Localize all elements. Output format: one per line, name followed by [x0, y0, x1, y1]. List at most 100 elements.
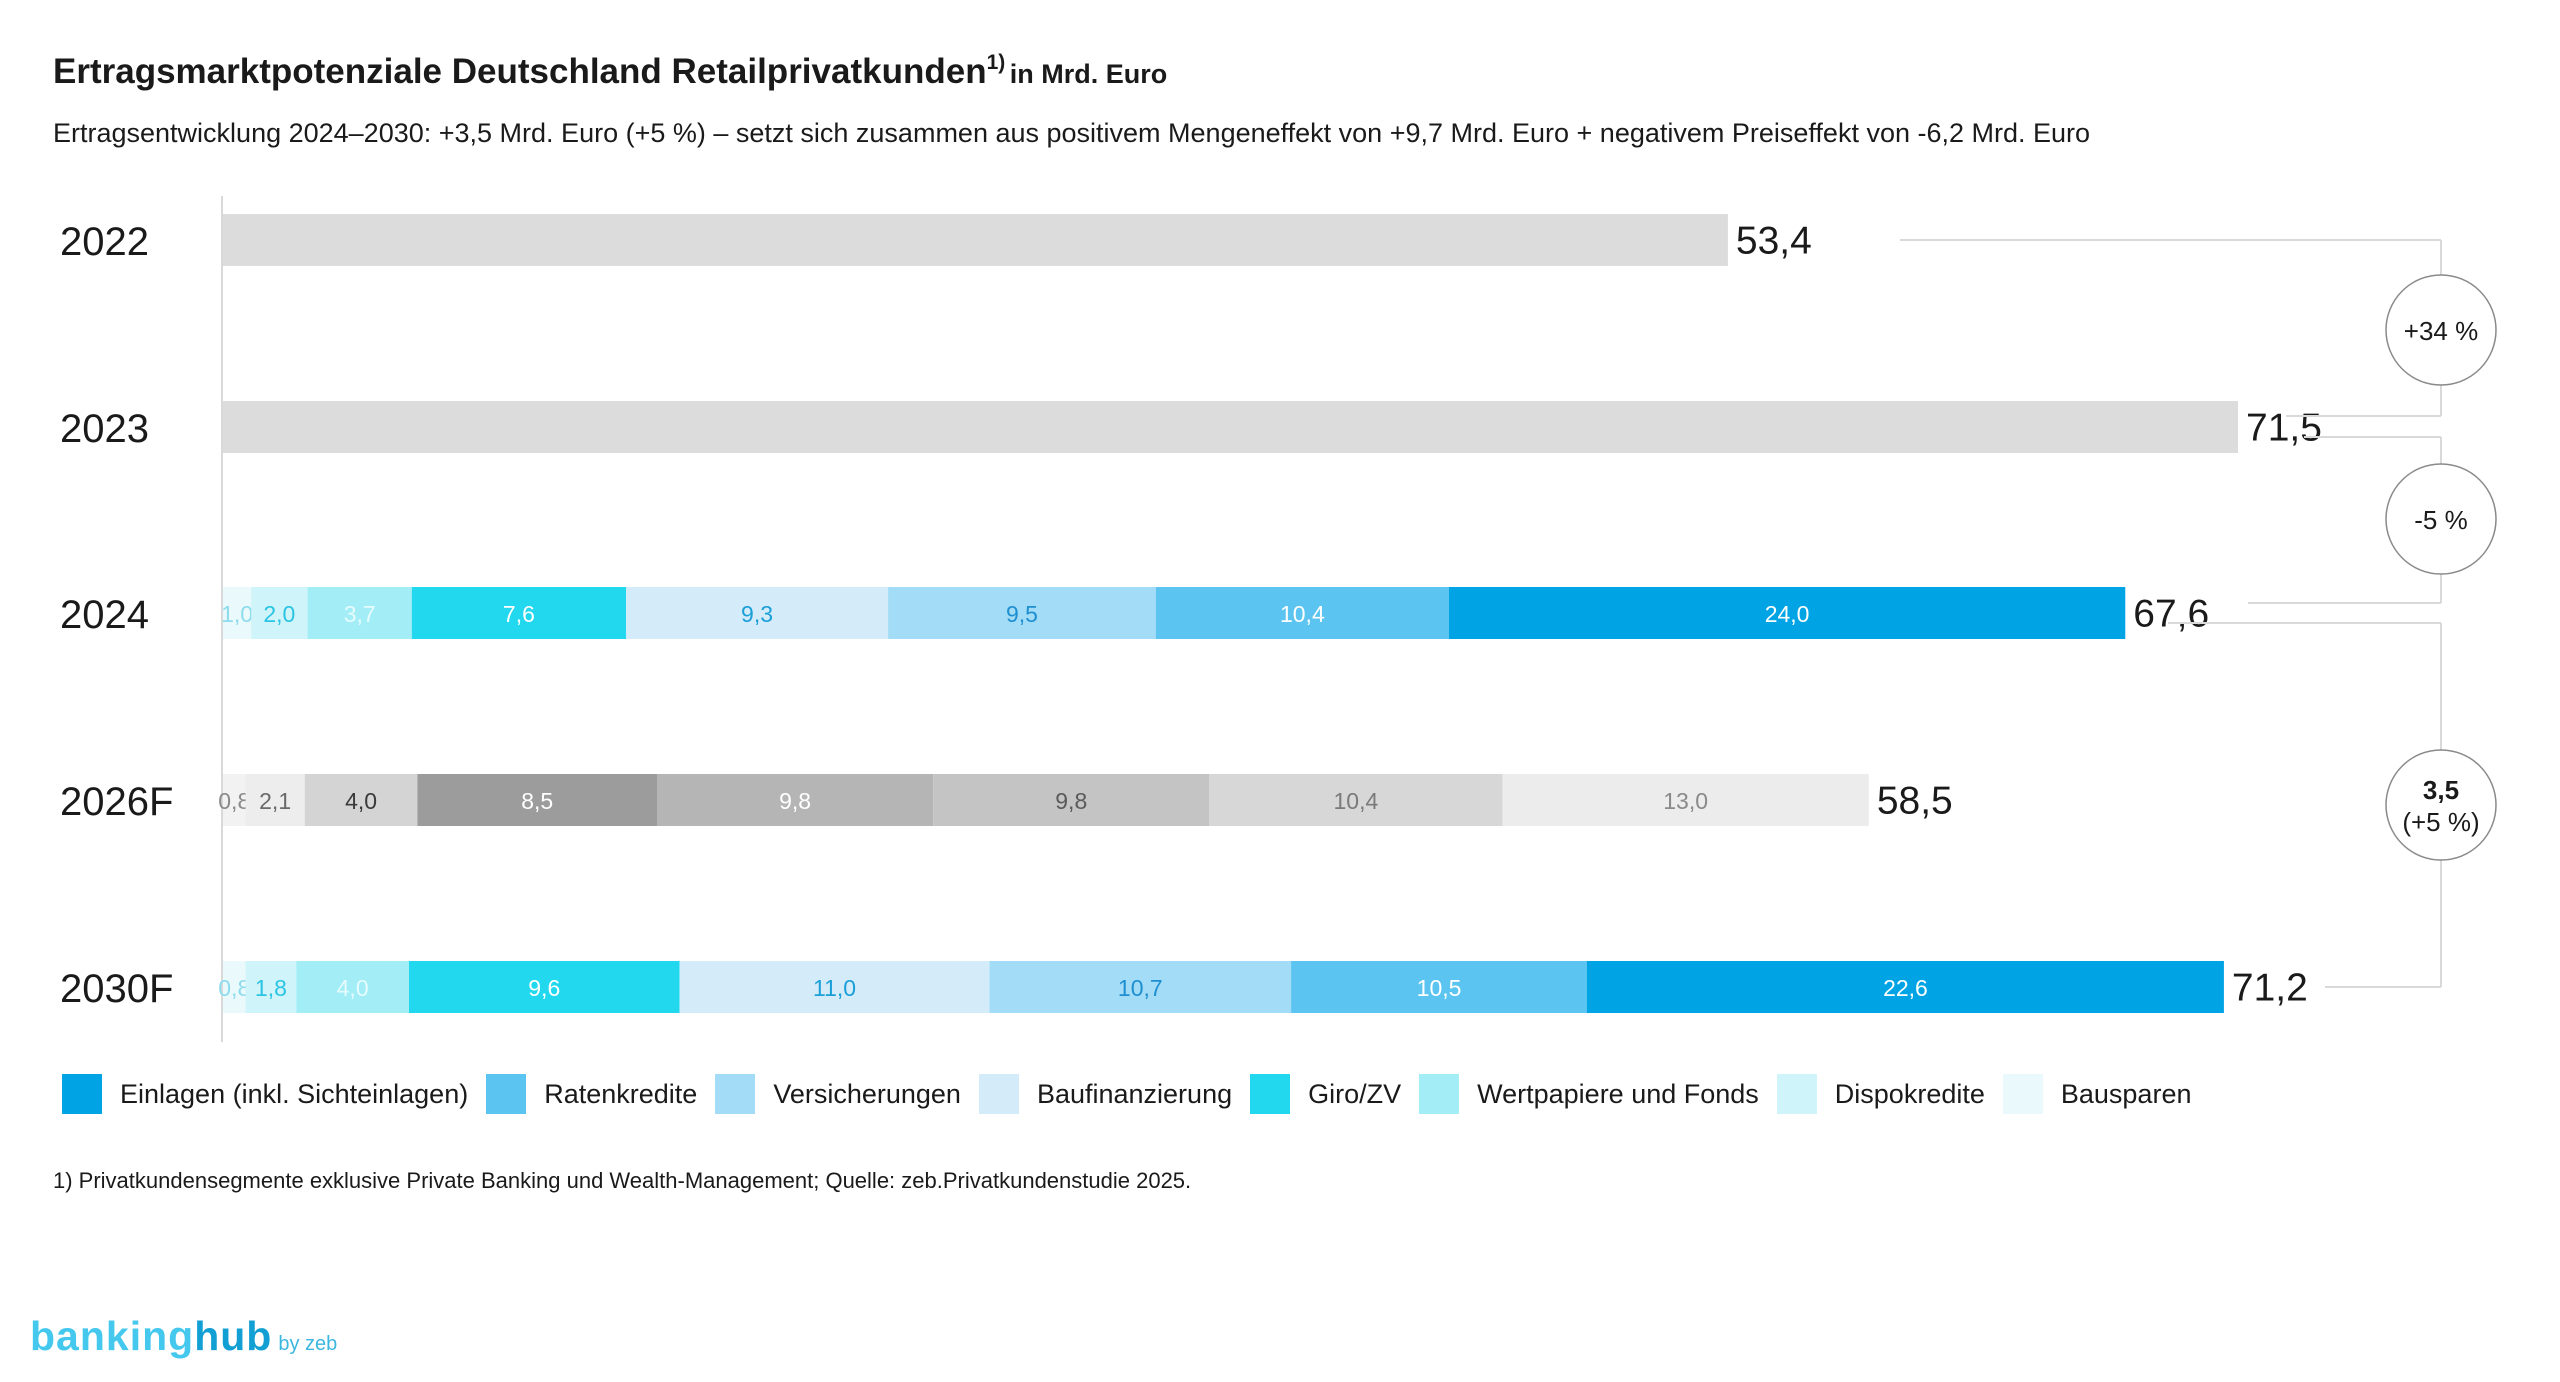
logo-hub: hub — [194, 1313, 273, 1359]
segment-label-2026f-5: 9,8 — [1055, 788, 1087, 814]
segment-label-2024-6: 10,4 — [1280, 601, 1325, 627]
title-superscript: 1) — [986, 51, 1006, 74]
change-circle-1 — [2385, 463, 2497, 575]
segment-2030f-3 — [409, 961, 680, 1013]
segment-label-2024-7: 24,0 — [1765, 601, 1810, 627]
segment-label-2026f-1: 2,1 — [259, 788, 291, 814]
title-main: Ertragsmarktpotenziale Deutschland Retai… — [53, 52, 987, 91]
segment-2024-0 — [223, 587, 252, 639]
bankinghub-logo: bankinghub by zeb — [30, 1313, 337, 1360]
change-circle-0 — [2385, 274, 2497, 386]
legend-item-5: Wertpapiere und Fonds — [1419, 1074, 1759, 1114]
segment-2030f-6 — [1291, 961, 1587, 1013]
segment-2026f-5 — [933, 774, 1210, 826]
segment-label-2026f-4: 9,8 — [779, 788, 811, 814]
change-label-1: -5 % — [2414, 505, 2467, 535]
footnote: 1) Privatkundensegmente exklusive Privat… — [53, 1168, 1192, 1193]
legend-swatch-1 — [486, 1074, 527, 1114]
segment-2024-1 — [251, 587, 308, 639]
legend-label-4: Giro/ZV — [1308, 1078, 1402, 1109]
segment-2030f-0 — [223, 961, 246, 1013]
segment-label-2030f-2: 4,0 — [337, 975, 369, 1001]
segment-2026f-6 — [1209, 774, 1503, 826]
change-sublabel-2: (+5 %) — [2402, 807, 2479, 837]
legend-item-0: Einlagen (inkl. Sichteinlagen) — [62, 1074, 468, 1114]
legend-swatch-3 — [978, 1074, 1019, 1114]
segment-2024-4 — [626, 587, 889, 639]
total-label-2023: 71,5 — [2246, 407, 2322, 450]
total-bar-2023 — [223, 401, 2238, 453]
segment-2026f-2 — [304, 774, 418, 826]
legend-label-7: Bausparen — [2060, 1078, 2192, 1109]
legend-swatch-6 — [1776, 1074, 1817, 1114]
row-label-2026f: 2026F — [60, 780, 173, 824]
total-bar-2022 — [223, 214, 1728, 266]
segment-label-2030f-7: 22,6 — [1883, 975, 1928, 1001]
segment-label-2026f-0: 0,8 — [218, 788, 250, 814]
segment-label-2024-2: 3,7 — [344, 601, 376, 627]
legend-label-5: Wertpapiere und Fonds — [1477, 1078, 1759, 1109]
segment-2030f-1 — [245, 961, 297, 1013]
segment-label-2026f-7: 13,0 — [1663, 788, 1708, 814]
total-label-2030f: 71,2 — [2232, 967, 2308, 1010]
segment-2030f-4 — [679, 961, 990, 1013]
legend-label-3: Baufinanzierung — [1036, 1078, 1233, 1109]
chart-title: Ertragsmarktpotenziale Deutschland Retai… — [53, 51, 1168, 92]
segment-label-2026f-6: 10,4 — [1334, 788, 1379, 814]
segment-label-2024-3: 7,6 — [503, 601, 535, 627]
segment-2024-3 — [411, 587, 626, 639]
segment-2026f-4 — [657, 774, 934, 826]
segment-label-2030f-6: 10,5 — [1417, 975, 1462, 1001]
segment-label-2024-4: 9,3 — [741, 601, 773, 627]
chart-subtitle: Ertragsentwicklung 2024–2030: +3,5 Mrd. … — [53, 118, 2091, 148]
logo-banking: banking — [30, 1313, 195, 1359]
change-label-0: +34 % — [2404, 316, 2478, 346]
row-label-2030f: 2030F — [60, 967, 173, 1011]
row-label-2023: 2023 — [60, 407, 149, 451]
segment-2030f-2 — [296, 961, 409, 1013]
segment-2024-2 — [307, 587, 412, 639]
segment-2024-5 — [888, 587, 1156, 639]
legend-swatch-7 — [2002, 1074, 2043, 1114]
segment-label-2030f-5: 10,7 — [1118, 975, 1163, 1001]
row-label-2022: 2022 — [60, 220, 149, 264]
change-label-2: 3,5 — [2423, 775, 2459, 805]
legend-label-6: Dispokredite — [1834, 1078, 1985, 1109]
segment-label-2030f-4: 11,0 — [813, 975, 856, 1001]
segment-2026f-1 — [245, 774, 305, 826]
segment-2026f-7 — [1502, 774, 1869, 826]
legend-label-0: Einlagen (inkl. Sichteinlagen) — [120, 1078, 469, 1109]
legend-item-6: Dispokredite — [1776, 1074, 1985, 1114]
segment-label-2030f-1: 1,8 — [255, 975, 287, 1001]
legend-item-2: Versicherungen — [715, 1074, 961, 1114]
legend-swatch-0 — [62, 1074, 102, 1114]
total-label-2024: 67,6 — [2133, 593, 2209, 636]
change-circle-2 — [2385, 749, 2497, 861]
segment-2026f-3 — [417, 774, 657, 826]
legend-item-1: Ratenkredite — [486, 1074, 697, 1114]
legend-label-1: Ratenkredite — [544, 1078, 698, 1109]
legend-swatch-2 — [715, 1074, 756, 1114]
chart-legend: Einlagen (inkl. Sichteinlagen) Ratenkredi… — [62, 1072, 2209, 1116]
total-label-2022: 53,4 — [1736, 220, 1812, 263]
legend-item-7: Bausparen — [2002, 1074, 2192, 1114]
legend-swatch-5 — [1419, 1074, 1460, 1114]
segment-2030f-7 — [1587, 961, 2224, 1013]
legend-swatch-4 — [1250, 1074, 1291, 1114]
title-unit: in Mrd. Euro — [1009, 59, 1168, 89]
legend-item-3: Baufinanzierung — [978, 1074, 1233, 1114]
stacked-bar-chart: 2022 53,4 2023 71,5 2024 1,0 2,0 3,7 7,6 9,3 9,5 10… — [60, 196, 2497, 1042]
legend-item-4: Giro/ZV — [1250, 1074, 1401, 1114]
segment-label-2024-5: 9,5 — [1006, 601, 1038, 627]
segment-label-2026f-3: 8,5 — [521, 788, 553, 814]
segment-label-2024-1: 2,0 — [263, 601, 295, 627]
segment-label-2030f-3: 9,6 — [528, 975, 560, 1001]
legend-label-2: Versicherungen — [773, 1078, 961, 1109]
segment-2026f-0 — [223, 774, 246, 826]
segment-2030f-5 — [989, 961, 1292, 1013]
segment-2024-7 — [1448, 587, 2126, 639]
segment-label-2030f-0: 0,8 — [218, 975, 250, 1001]
segment-label-2024-0: 1,0 — [221, 601, 253, 627]
segment-2024-6 — [1155, 587, 1449, 639]
logo-by-zeb: by zeb — [278, 1333, 338, 1355]
